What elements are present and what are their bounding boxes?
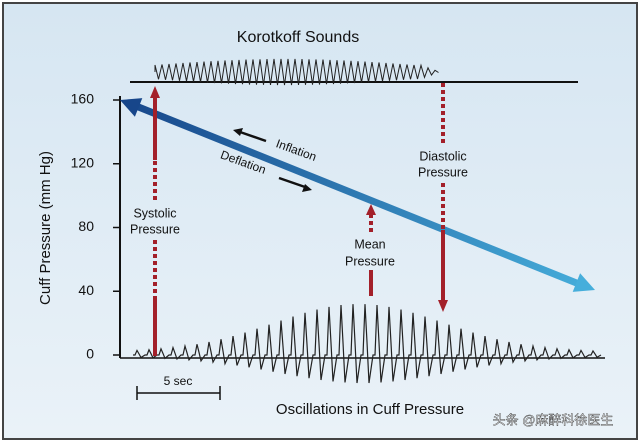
- pressure-arrow: [134, 102, 581, 288]
- arrow-head: [150, 86, 160, 98]
- arrow-head: [302, 184, 312, 192]
- diastolic-label: Pressure: [418, 165, 468, 179]
- systolic-label: Pressure: [130, 222, 180, 236]
- arrow: [278, 176, 306, 189]
- arrow-head: [120, 98, 143, 117]
- scale-label: 5 sec: [164, 374, 193, 388]
- korotkoff-wave: [154, 58, 439, 86]
- arrow: [239, 130, 267, 143]
- arrow-head: [438, 300, 448, 312]
- mean-label: Pressure: [345, 254, 395, 268]
- tick-label: 0: [86, 346, 94, 362]
- mean-label: Mean: [354, 237, 385, 251]
- arrow-head: [233, 128, 243, 136]
- tick-label: 120: [71, 154, 95, 170]
- diastolic-label: Diastolic: [419, 149, 466, 163]
- arrow-head: [366, 204, 376, 215]
- oscillation-wave: [133, 304, 602, 384]
- tick-label: 80: [78, 218, 94, 234]
- systolic-label: Systolic: [133, 206, 176, 220]
- tick-label: 160: [71, 91, 95, 107]
- footer-title: Oscillations in Cuff Pressure: [276, 401, 464, 418]
- arrow-head: [572, 273, 595, 292]
- tick-label: 40: [78, 282, 94, 298]
- axis-label: Cuff Pressure (mm Hg): [37, 151, 54, 305]
- watermark: 头条 @麻醉科徐医生: [493, 412, 614, 427]
- title: Korotkoff Sounds: [237, 29, 359, 46]
